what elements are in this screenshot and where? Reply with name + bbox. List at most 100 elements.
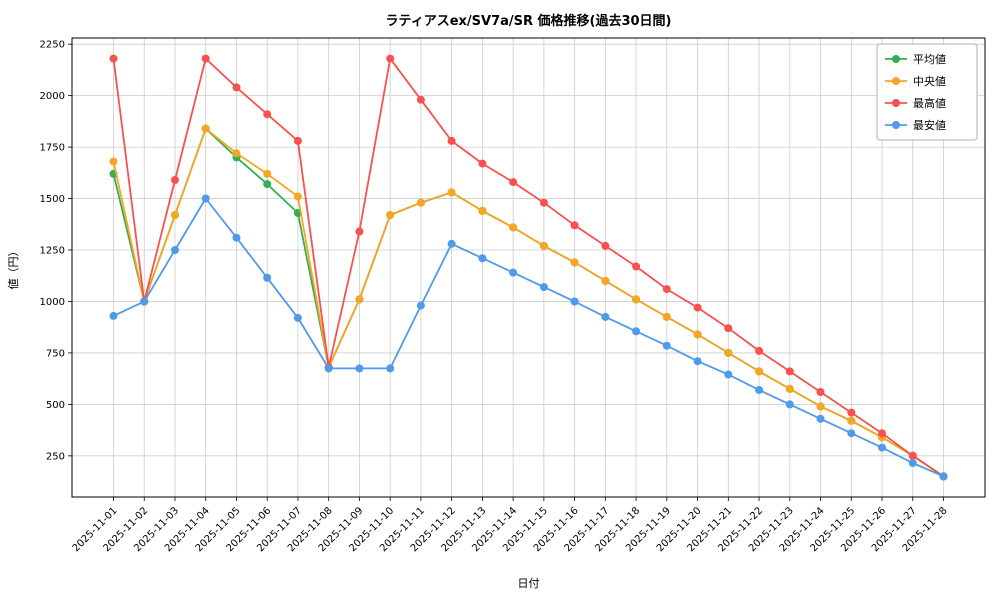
y-tick-label: 500 bbox=[46, 400, 65, 411]
marker-min bbox=[509, 268, 518, 277]
marker-min bbox=[447, 239, 456, 248]
marker-max bbox=[847, 408, 856, 417]
marker-min bbox=[724, 370, 733, 379]
marker-median bbox=[755, 367, 764, 376]
marker-median bbox=[662, 312, 671, 321]
marker-average bbox=[263, 180, 272, 189]
marker-max bbox=[293, 136, 302, 145]
marker-min bbox=[171, 246, 179, 254]
marker-median bbox=[693, 330, 702, 339]
marker-max bbox=[386, 54, 395, 63]
marker-min bbox=[816, 414, 825, 423]
marker-min bbox=[201, 194, 210, 203]
marker-min bbox=[693, 357, 702, 366]
series-line-median bbox=[112, 127, 945, 478]
marker-min bbox=[386, 364, 395, 373]
y-tick-label: 250 bbox=[46, 451, 65, 462]
series-line-max bbox=[112, 57, 945, 478]
marker-median bbox=[539, 241, 548, 250]
marker-min bbox=[263, 273, 272, 282]
legend-sample-marker-median bbox=[892, 77, 900, 85]
legend-label-max: 最高値 bbox=[913, 96, 946, 110]
marker-max bbox=[632, 262, 641, 271]
legend-label-min: 最安値 bbox=[913, 118, 946, 132]
marker-median bbox=[386, 211, 395, 219]
marker-min bbox=[785, 400, 794, 409]
marker-min bbox=[140, 297, 149, 306]
marker-max bbox=[355, 227, 364, 236]
marker-max bbox=[785, 367, 794, 376]
marker-max bbox=[724, 324, 733, 333]
marker-median bbox=[201, 124, 210, 133]
marker-min bbox=[478, 254, 487, 263]
marker-max bbox=[416, 95, 425, 104]
y-tick-label: 750 bbox=[46, 348, 65, 359]
marker-max bbox=[878, 429, 886, 438]
marker-median bbox=[171, 211, 179, 219]
marker-max bbox=[539, 198, 548, 207]
marker-median bbox=[785, 384, 794, 393]
legend-label-median: 中央値 bbox=[913, 75, 946, 88]
marker-min bbox=[847, 429, 856, 438]
marker-max bbox=[478, 159, 487, 168]
tick-marks bbox=[68, 43, 944, 501]
marker-max bbox=[509, 178, 518, 187]
marker-max bbox=[201, 54, 210, 63]
marker-median bbox=[293, 192, 302, 201]
marker-min bbox=[570, 297, 579, 306]
marker-min bbox=[293, 313, 302, 322]
legend-sample-marker-max bbox=[892, 99, 900, 107]
marker-min bbox=[662, 341, 671, 350]
marker-max bbox=[171, 176, 179, 184]
marker-median bbox=[478, 206, 487, 215]
chart-title: ラティアスex/SV7a/SR 価格推移(過去30日間) bbox=[385, 13, 671, 29]
axes-frame bbox=[71, 37, 986, 498]
y-axis-label: 値（円） bbox=[7, 246, 20, 290]
legend-sample-marker-min bbox=[892, 121, 900, 129]
series-min bbox=[109, 194, 948, 481]
marker-min bbox=[939, 472, 948, 481]
marker-max bbox=[755, 346, 764, 355]
legend-box bbox=[876, 43, 978, 141]
y-tick-label: 1500 bbox=[40, 194, 65, 205]
marker-min bbox=[601, 312, 610, 321]
marker-min bbox=[632, 327, 641, 336]
y-tick-label: 1250 bbox=[40, 246, 65, 257]
marker-max bbox=[232, 83, 241, 92]
marker-min bbox=[355, 364, 364, 373]
marker-min bbox=[908, 459, 917, 467]
marker-median bbox=[816, 402, 825, 411]
marker-min bbox=[539, 283, 548, 292]
marker-median bbox=[724, 348, 733, 357]
marker-min bbox=[755, 386, 764, 394]
marker-median bbox=[847, 416, 856, 425]
marker-min bbox=[232, 233, 241, 242]
marker-max bbox=[908, 451, 917, 460]
marker-median bbox=[447, 188, 456, 197]
y-tick-label: 2000 bbox=[40, 91, 65, 102]
marker-max bbox=[601, 241, 610, 250]
marker-median bbox=[232, 149, 241, 158]
marker-median bbox=[109, 157, 118, 166]
marker-median bbox=[509, 223, 518, 232]
y-tick-label: 2250 bbox=[40, 40, 65, 51]
marker-min bbox=[324, 364, 333, 373]
legend-label-average: 平均値 bbox=[913, 53, 946, 66]
y-tick-labels: 250 500 750 1000 1250 1500 1750 2000 2250 bbox=[40, 40, 65, 463]
marker-max bbox=[570, 221, 579, 230]
marker-median bbox=[570, 258, 579, 267]
marker-min bbox=[109, 311, 118, 320]
marker-max bbox=[693, 303, 702, 312]
marker-min bbox=[878, 443, 886, 452]
marker-min bbox=[416, 301, 425, 310]
y-tick-label: 1750 bbox=[40, 143, 65, 154]
legend-sample-marker-average bbox=[892, 55, 900, 63]
marker-max bbox=[662, 285, 671, 294]
marker-max bbox=[109, 54, 118, 63]
marker-median bbox=[263, 169, 272, 178]
x-axis-label: 日付 bbox=[518, 577, 540, 590]
series-line-min bbox=[113, 197, 944, 478]
